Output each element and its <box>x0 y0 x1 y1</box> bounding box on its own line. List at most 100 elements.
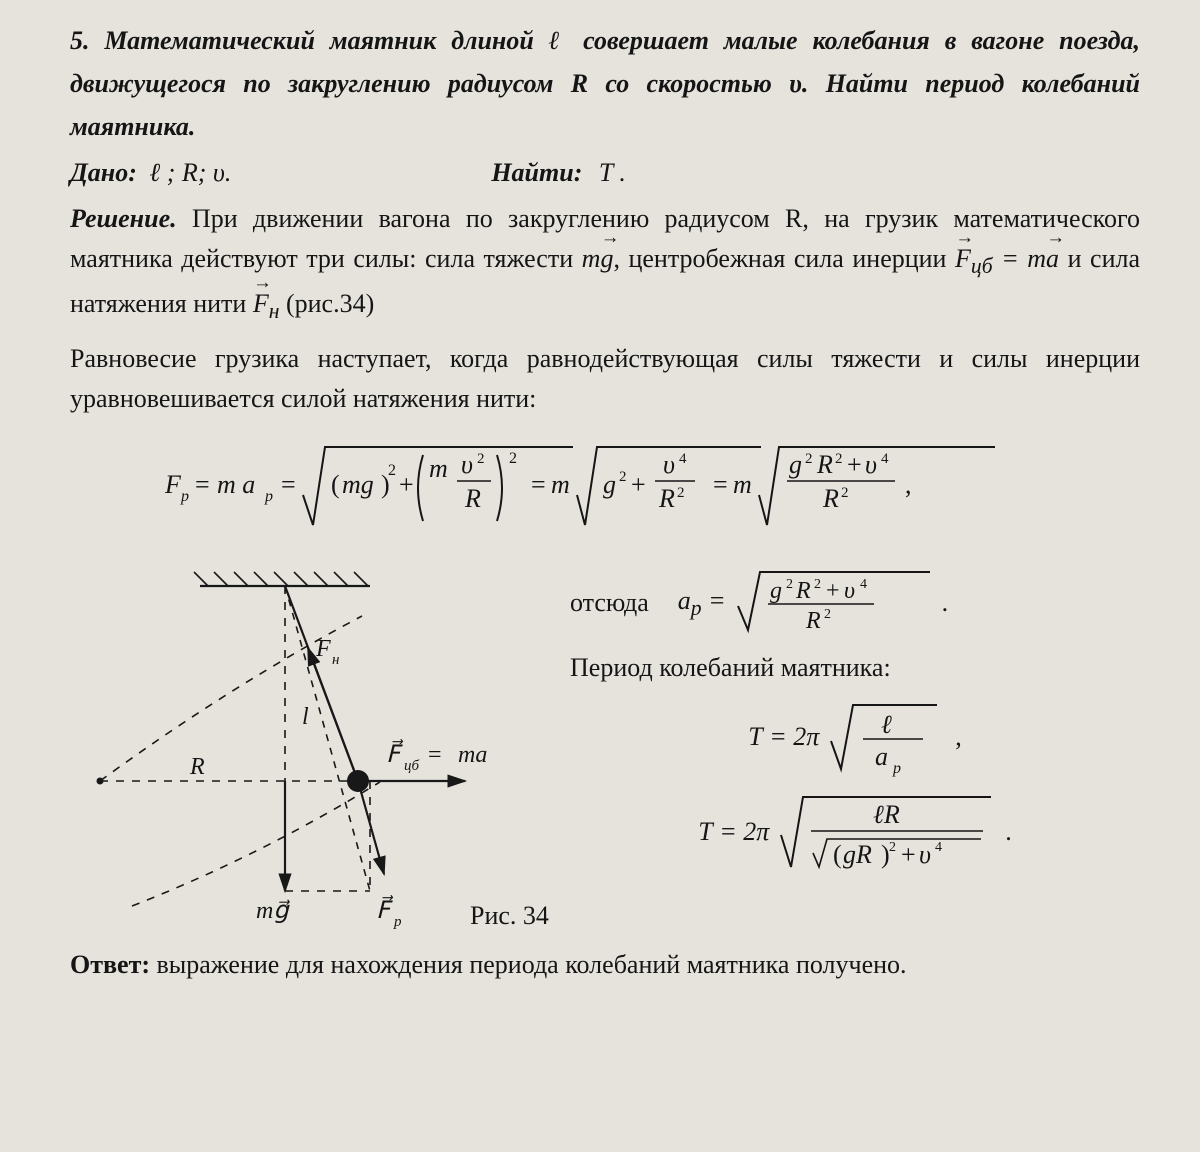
solution-para-2: Равновесие грузика наступает, когда равн… <box>70 339 1140 420</box>
svg-text:F: F <box>315 636 331 662</box>
T1-line: T = 2π ℓ ap , <box>570 695 1140 779</box>
svg-text:=: = <box>713 470 728 499</box>
period-label: Период колебаний маятника: <box>570 648 1140 688</box>
answer-block: Ответ: выражение для нахождения периода … <box>70 945 1140 985</box>
svg-text:m: m <box>733 470 752 499</box>
T2-dot: . <box>1005 812 1012 851</box>
figure-caption-row: Рис. 34 <box>470 901 1140 931</box>
svg-text:(: ( <box>833 840 842 869</box>
svg-text:=: = <box>531 470 546 499</box>
vec-fn: Fн <box>253 289 280 318</box>
svg-text:R: R <box>189 754 205 780</box>
problem-text: Математический маятник длиной ℓ совершае… <box>70 26 1140 141</box>
solution-text-1b: , центробежная сила инерции <box>613 244 955 273</box>
fig-ref: (рис.34) <box>286 289 374 318</box>
svg-text:R: R <box>805 608 821 634</box>
svg-text:R: R <box>795 578 811 604</box>
find-value: T . <box>599 158 626 187</box>
main-equation: F p = m a p = (mg) 2 + m υ2 R 2 <box>70 433 1140 548</box>
given-values: ℓ ; R; υ. <box>149 158 231 187</box>
problem-statement: 5. Математический маятник длиной ℓ совер… <box>70 20 1140 149</box>
solution-para-1: Решение. При движении вагона по закругле… <box>70 199 1140 329</box>
svg-text:R: R <box>816 450 833 479</box>
svg-text:υ: υ <box>461 450 473 479</box>
svg-text:2: 2 <box>805 451 813 467</box>
find-block: Найти: T . <box>491 153 626 193</box>
svg-text:p: p <box>264 488 273 505</box>
given-find-line: Дано: ℓ ; R; υ. Найти: T . <box>70 153 1140 193</box>
T1-lhs: T = 2π <box>748 717 819 756</box>
svg-text:υ: υ <box>663 450 675 479</box>
svg-text:R: R <box>464 484 481 513</box>
svg-text:+: + <box>399 470 414 499</box>
svg-text:m a: m a <box>217 470 255 499</box>
svg-text:mg: mg <box>342 470 374 499</box>
svg-text:gR: gR <box>843 840 872 869</box>
answer-label: Ответ: <box>70 950 150 979</box>
svg-text:mg⃗: mg⃗ <box>256 898 291 924</box>
svg-text:g: g <box>603 470 616 499</box>
svg-text:4: 4 <box>881 451 889 467</box>
svg-text:F⃗: F⃗ <box>386 739 404 768</box>
ap-line: отсюда ap = g2 R2 + υ4 R2 . <box>570 564 1140 640</box>
svg-text:2: 2 <box>814 577 821 592</box>
svg-text:4: 4 <box>679 451 687 467</box>
svg-text:2: 2 <box>619 469 627 485</box>
solution-label: Решение. <box>70 204 177 233</box>
svg-text:m: m <box>429 454 448 483</box>
svg-text:l: l <box>302 704 309 730</box>
svg-text:+: + <box>826 578 840 604</box>
vec-mg: mg <box>582 244 614 273</box>
svg-text:υ: υ <box>844 578 855 604</box>
svg-text:ma: ma <box>458 742 487 768</box>
svg-text:,: , <box>905 470 912 499</box>
svg-text:=: = <box>428 742 442 768</box>
T2-lhs: T = 2π <box>698 812 769 851</box>
svg-text:2: 2 <box>786 577 793 592</box>
svg-text:2: 2 <box>824 607 831 622</box>
derivation-column: отсюда ap = g2 R2 + υ4 R2 . Период колеб… <box>570 556 1140 884</box>
vec-fcb: Fцб <box>955 244 993 273</box>
page: 5. Математический маятник длиной ℓ совер… <box>0 0 1200 1152</box>
svg-text:ℓ: ℓ <box>881 710 892 739</box>
svg-text:цб: цб <box>404 758 420 774</box>
svg-text:F⃗: F⃗ <box>376 895 394 924</box>
svg-text:p: p <box>180 488 189 505</box>
given-label: Дано: <box>70 158 137 187</box>
svg-text:2: 2 <box>889 840 896 855</box>
T2-sqrt: ℓR (gR) 2 + υ4 <box>777 787 997 877</box>
svg-text:+: + <box>847 450 862 479</box>
svg-text:2: 2 <box>509 450 517 467</box>
svg-text:ℓR: ℓR <box>873 800 900 829</box>
svg-text:p: p <box>393 914 402 930</box>
svg-text:4: 4 <box>935 840 942 855</box>
svg-text:R: R <box>822 484 839 513</box>
svg-text:2: 2 <box>835 451 843 467</box>
svg-text:2: 2 <box>477 451 485 467</box>
eq-ma: = ma <box>1001 244 1059 273</box>
svg-text:p: p <box>892 760 901 777</box>
svg-text:(: ( <box>331 470 340 499</box>
figure-column: Fн l R F⃗цб = ma mg⃗ F⃗p <box>70 556 540 941</box>
svg-text:=: = <box>281 470 296 499</box>
ap-sqrt: g2 R2 + υ4 R2 <box>734 564 934 640</box>
equation-svg-main: F p = m a p = (mg) 2 + m υ2 R 2 <box>165 433 1045 543</box>
svg-text:g: g <box>789 450 802 479</box>
svg-text:2: 2 <box>677 485 685 501</box>
ap-lhs: ap = <box>678 581 726 625</box>
svg-text:н: н <box>332 652 339 668</box>
svg-text:a: a <box>875 742 888 771</box>
T2-line: T = 2π ℓR (gR) 2 + υ4 . <box>570 787 1140 877</box>
svg-text:g: g <box>770 578 782 604</box>
svg-text:m: m <box>551 470 570 499</box>
svg-text:F: F <box>165 470 182 499</box>
solution-text-4: Равновесие грузика наступает, когда равн… <box>70 344 1140 413</box>
svg-text:=: = <box>195 470 210 499</box>
svg-text:υ: υ <box>919 840 931 869</box>
answer-text: выражение для нахождения периода колебан… <box>157 950 907 979</box>
problem-number: 5. <box>70 26 90 55</box>
svg-text:+: + <box>631 470 646 499</box>
given-block: Дано: ℓ ; R; υ. <box>70 153 231 193</box>
svg-text:+: + <box>901 840 916 869</box>
find-label: Найти: <box>491 158 582 187</box>
